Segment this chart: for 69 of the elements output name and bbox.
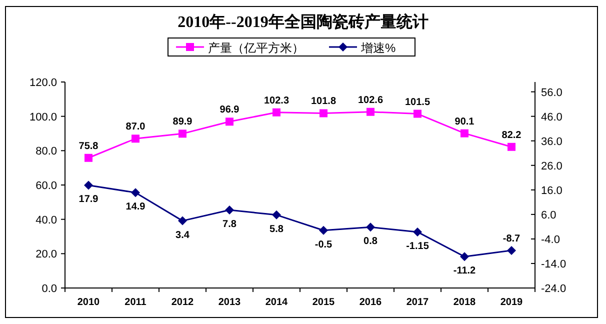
data-label: 17.9: [78, 194, 99, 206]
point: [414, 110, 422, 118]
point: [131, 188, 140, 198]
y2-tick-label: 26.0: [541, 160, 562, 172]
y-tick-label: 120.0: [29, 77, 57, 89]
point: [413, 227, 422, 236]
chart-title: 2010年--2019年全国陶瓷砖产量统计: [178, 13, 428, 31]
data-label: -1.15: [406, 240, 430, 252]
data-label: 5.8: [270, 224, 284, 235]
x-tick-label: 2014: [265, 297, 288, 308]
point: [225, 206, 234, 215]
y-tick-label: 80.0: [36, 146, 57, 158]
data-label: 102.6: [358, 94, 384, 106]
data-label: 3.4: [176, 230, 190, 241]
x-tick-label: 2016: [359, 297, 382, 308]
point: [272, 108, 280, 116]
legend-label: 增速%: [360, 41, 396, 55]
point: [272, 210, 281, 220]
point: [178, 216, 187, 226]
x-tick-label: 2017: [406, 297, 430, 308]
data-label: 7.8: [222, 219, 237, 230]
data-label: 75.8: [78, 140, 99, 152]
y2-tick-label: 16.0: [541, 184, 562, 197]
point: [366, 108, 374, 116]
data-label: 90.1: [454, 116, 475, 128]
point: [226, 118, 234, 126]
data-label: 96.9: [220, 104, 240, 116]
x-tick-label: 2011: [124, 297, 147, 308]
x-tick-label: 2013: [218, 297, 242, 308]
point: [507, 246, 516, 255]
data-label: -11.2: [453, 266, 476, 277]
y2-tick-label: -14.0: [541, 258, 566, 270]
point: [320, 109, 328, 118]
y-tick-label: 20.0: [36, 248, 57, 261]
legend-label: 产量（亿平方米）: [208, 41, 304, 55]
data-label: 102.3: [264, 95, 290, 106]
data-label: 82.2: [502, 130, 522, 141]
x-tick-label: 2012: [171, 297, 194, 308]
y-tick-label: 60.0: [36, 180, 57, 192]
x-tick-label: 2010: [77, 297, 100, 308]
data-label: 101.8: [310, 96, 336, 108]
data-label: 14.9: [126, 202, 146, 213]
data-label: 101.5: [404, 96, 430, 108]
point: [84, 154, 92, 162]
y2-tick-label: 36.0: [541, 136, 562, 148]
data-label: 0.8: [364, 236, 378, 248]
y-tick-label: 0.0: [42, 283, 57, 295]
y2-tick-label: 56.0: [541, 86, 562, 99]
data-label: -0.5: [314, 239, 333, 250]
y2-tick-label: 6.0: [541, 209, 556, 222]
point: [132, 134, 140, 143]
y2-tick-label: -4.0: [541, 234, 560, 246]
point: [460, 252, 469, 262]
y-tick-label: 100.0: [29, 111, 57, 124]
data-label: 89.9: [172, 116, 193, 128]
y2-tick-label: -24.0: [541, 283, 566, 295]
x-tick-label: 2015: [312, 297, 336, 308]
point: [366, 222, 375, 232]
x-tick-label: 2018: [453, 297, 476, 308]
data-label: -8.7: [502, 233, 521, 244]
point: [460, 129, 468, 138]
point: [319, 226, 328, 235]
data-label: 87.0: [126, 122, 146, 133]
point: [84, 180, 93, 190]
x-tick-label: 2019: [500, 297, 524, 308]
point: [178, 130, 186, 138]
y2-tick-label: 46.0: [541, 111, 562, 124]
point: [508, 142, 516, 151]
y-tick-label: 40.0: [36, 214, 57, 226]
